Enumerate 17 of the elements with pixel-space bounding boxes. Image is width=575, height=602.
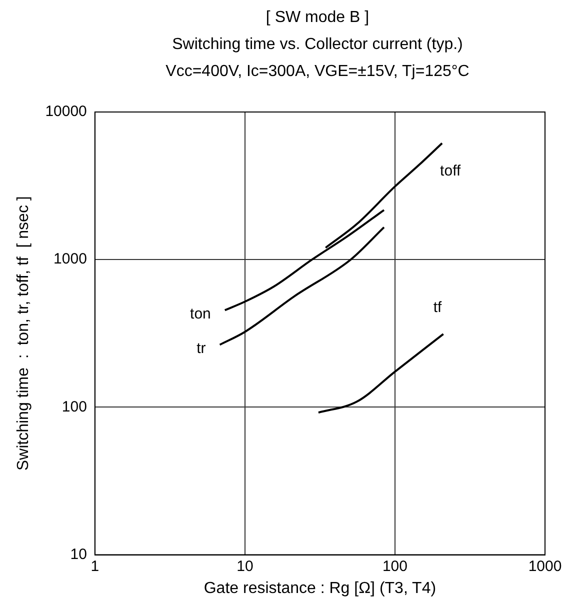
y-axis-title: Switching time : ton, tr, toff, tf [ nsec ] bbox=[15, 196, 32, 471]
y-tick-label: 10000 bbox=[45, 103, 87, 120]
series-label: tf bbox=[433, 299, 442, 316]
chart-title: [ SW mode B ] bbox=[264, 8, 370, 28]
x-tick-label: 100 bbox=[382, 558, 408, 575]
chart-subtitle: Switching time vs. Collector current (typ.) bbox=[171, 35, 464, 55]
series-label: ton bbox=[190, 305, 211, 322]
y-tick-label: 100 bbox=[62, 398, 87, 416]
series-label: toff bbox=[440, 162, 462, 180]
text: Vcc=400V, Ic=300A, VGE=±15V, Tj=125°C bbox=[164, 62, 470, 82]
x-tick-label: 1000 bbox=[528, 558, 562, 575]
x-axis-title: Gate resistance : Rg [Ω] (T3, T4) bbox=[204, 580, 436, 597]
y-tick-label: 10 bbox=[70, 546, 87, 563]
y-tick-label: 1000 bbox=[54, 250, 87, 268]
x-tick-label: 10 bbox=[236, 558, 254, 575]
series-label: tr bbox=[196, 340, 206, 357]
x-tick-label: 1 bbox=[90, 558, 100, 575]
